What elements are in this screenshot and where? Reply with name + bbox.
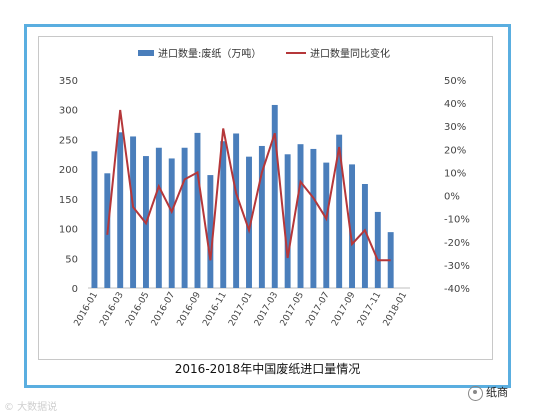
bar: [130, 136, 137, 288]
x-tick-label: 2016-07: [150, 291, 177, 329]
x-tick-label: 2016-01: [73, 291, 100, 329]
y-left-tick-label: 150: [59, 195, 78, 206]
bar: [374, 211, 381, 288]
y-left-tick-label: 250: [59, 135, 78, 146]
bar: [297, 144, 304, 288]
x-tick-label: 2017-11: [356, 291, 383, 329]
chart-panel: [38, 36, 493, 360]
watermark-left: © 大数据说: [4, 402, 58, 413]
legend-line-label: 进口数量同比变化: [310, 47, 390, 60]
bar: [349, 164, 356, 288]
bar: [323, 162, 330, 288]
y-left-tick-label: 0: [72, 284, 78, 295]
bar-series: [91, 104, 394, 289]
legend-bar-label: 进口数量:废纸（万吨）: [158, 47, 261, 60]
bar: [310, 148, 317, 288]
bar: [233, 133, 240, 288]
bar: [155, 147, 162, 288]
x-tick-label: 2017-01: [227, 291, 254, 329]
x-tick-label: 2017-05: [279, 291, 306, 329]
watermark-right-text: 纸商: [486, 386, 508, 399]
bar: [91, 151, 98, 288]
bar: [220, 141, 227, 288]
wechat-icon: [468, 385, 483, 401]
x-tick-label: 2016-03: [98, 291, 125, 329]
bar: [168, 158, 175, 288]
bar: [336, 134, 343, 288]
y-axis-right: 50% 40% 30% 20% 10% 0% -10% -20% -30% -40%: [444, 76, 470, 295]
yoy-line-series: [106, 109, 391, 262]
y-right-tick-label: -10%: [444, 215, 470, 226]
bar: [207, 175, 214, 288]
chart-caption: 2016-2018年中国废纸进口量情况: [174, 362, 361, 376]
y-right-tick-label: 20%: [444, 145, 466, 156]
bar: [258, 145, 265, 288]
legend: 进口数量:废纸（万吨） 进口数量同比变化: [138, 47, 390, 60]
x-tick-label: 2017-09: [330, 290, 358, 328]
y-right-tick-label: -30%: [444, 261, 470, 272]
x-tick-label: 2016-05: [124, 291, 151, 329]
y-right-tick-label: 30%: [444, 122, 466, 133]
bar: [246, 156, 252, 288]
bar: [284, 154, 291, 288]
bar: [117, 132, 124, 288]
y-right-tick-label: -20%: [444, 238, 470, 249]
legend-bar-swatch: [138, 50, 154, 56]
y-right-tick-label: 50%: [444, 76, 466, 87]
y-left-tick-label: 50: [65, 254, 78, 265]
y-left-tick-label: 350: [59, 76, 78, 87]
x-tick-label: 2016-09: [176, 290, 204, 328]
x-tick-label: 2016-11: [201, 291, 228, 329]
y-left-tick-label: 300: [59, 106, 78, 117]
y-right-tick-label: 10%: [444, 168, 466, 179]
y-left-tick-label: 100: [59, 225, 78, 236]
y-axis-left: 350 300 250 200 150 100 50 0: [59, 76, 78, 295]
watermark-right: 纸商: [468, 384, 508, 401]
x-tick-label: 2017-03: [253, 291, 280, 329]
y-right-tick-label: -40%: [444, 284, 470, 295]
x-tick-label: 2018-01: [382, 291, 409, 329]
bar: [271, 104, 278, 289]
y-right-tick-label: 0%: [444, 192, 460, 203]
bar: [361, 184, 368, 288]
y-left-tick-label: 200: [59, 165, 78, 176]
y-right-tick-label: 40%: [444, 99, 466, 110]
bar: [194, 132, 201, 288]
bar: [181, 147, 188, 288]
x-axis: 2016-012016-032016-052016-072016-092016-…: [73, 290, 410, 328]
x-tick-label: 2017-07: [304, 291, 331, 329]
